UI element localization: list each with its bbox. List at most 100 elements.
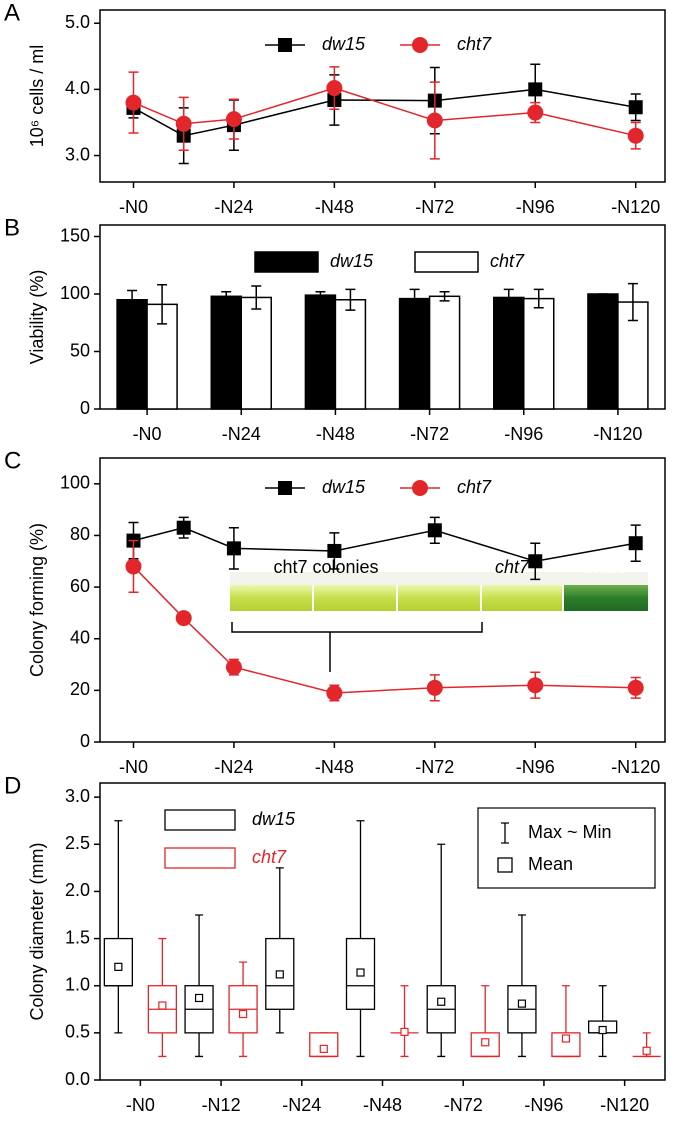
legend-label: cht7	[457, 34, 492, 54]
bar	[523, 297, 555, 410]
y-tick-label: 4.0	[65, 78, 90, 98]
panel-letter: D	[4, 772, 21, 799]
bar	[587, 293, 619, 410]
legend-label: dw15	[330, 251, 374, 271]
inset-label: cht7 colonies	[273, 557, 378, 577]
marker	[426, 679, 443, 696]
marker	[278, 481, 292, 495]
mean	[561, 1034, 571, 1043]
x-tick-label: -N120	[611, 757, 660, 777]
plot-frame	[99, 9, 666, 183]
y-tick-label: 3.0	[65, 786, 90, 806]
mean	[275, 970, 284, 979]
error-bar	[439, 290, 450, 302]
panel-letter: B	[4, 214, 20, 241]
marker	[175, 610, 192, 627]
marker	[527, 677, 544, 694]
marker	[627, 679, 644, 696]
y-tick-label: 0.5	[65, 1022, 90, 1042]
colony-plate	[314, 585, 396, 611]
legend-label: dw15	[322, 477, 366, 497]
legend-label: dw15	[322, 34, 366, 54]
marker	[628, 100, 643, 115]
error-bar	[627, 282, 638, 322]
x-tick-label: -N72	[415, 757, 454, 777]
y-tick-label: 100	[60, 283, 90, 303]
bar	[398, 297, 431, 410]
marker	[125, 94, 142, 111]
bar	[428, 295, 461, 410]
error-bar	[345, 288, 356, 311]
stat-legend-label: Mean	[528, 854, 573, 874]
x-tick-label: -N96	[516, 757, 555, 777]
mean	[642, 1046, 651, 1055]
whisker	[400, 985, 409, 1058]
stat-legend-frame	[477, 807, 656, 889]
legend-label: cht7	[457, 477, 492, 497]
bar	[116, 299, 148, 410]
mean	[238, 1009, 248, 1019]
mean	[356, 968, 365, 977]
marker	[528, 82, 543, 97]
mean	[437, 997, 446, 1006]
y-tick-label: 0	[80, 731, 90, 751]
plot-frame	[99, 457, 666, 743]
error-bar	[157, 284, 168, 325]
x-tick-label: -N24	[214, 197, 253, 217]
x-tick-label: -N120	[611, 197, 660, 217]
marker	[225, 659, 242, 676]
y-tick-label: 1.5	[65, 927, 90, 947]
x-tick-label: -N24	[222, 424, 261, 444]
box	[103, 937, 134, 987]
line	[133, 87, 636, 137]
y-tick-label: 80	[70, 524, 90, 544]
colony-plate	[230, 585, 312, 611]
marker	[628, 536, 643, 551]
colony-plate	[564, 585, 648, 611]
y-axis-label: Viability (%)	[27, 270, 47, 365]
error-bar	[503, 288, 514, 307]
marker	[527, 104, 544, 121]
plot-frame	[99, 224, 666, 410]
inset-bg	[230, 572, 648, 585]
x-tick-label: -N0	[126, 1095, 155, 1115]
mean	[194, 993, 204, 1003]
marker	[528, 554, 543, 569]
y-tick-label: 0.0	[65, 1069, 90, 1089]
y-tick-label: 0	[80, 398, 90, 418]
y-tick-label: 1.0	[65, 974, 90, 994]
x-tick-label: -N24	[214, 757, 253, 777]
marker	[175, 115, 192, 132]
legend-label: cht7	[490, 251, 525, 271]
legend-label: cht7	[252, 847, 287, 867]
x-tick-label: -N0	[119, 197, 148, 217]
marker	[426, 112, 443, 129]
marker	[427, 523, 442, 538]
marker	[176, 520, 191, 535]
legend-swatch	[164, 847, 236, 869]
legend-swatch	[254, 251, 319, 273]
x-tick-label: -N72	[415, 197, 454, 217]
x-tick-label: -N96	[524, 1095, 563, 1115]
whisker	[114, 820, 123, 1034]
y-tick-label: 60	[70, 576, 90, 596]
y-axis-label: Colony diameter (mm)	[27, 842, 47, 1020]
legend-label: dw15	[252, 809, 296, 829]
marker	[326, 80, 343, 97]
marker	[412, 480, 428, 496]
x-tick-label: -N48	[316, 424, 355, 444]
panel-letter: C	[4, 447, 21, 474]
bracket	[231, 622, 483, 672]
x-tick-label: -N0	[133, 424, 162, 444]
error-bar	[409, 288, 420, 309]
error-bar	[251, 285, 262, 310]
bar	[334, 299, 367, 410]
y-tick-label: 3.0	[65, 144, 90, 164]
x-tick-label: -N72	[410, 424, 449, 444]
marker	[327, 543, 342, 558]
y-tick-label: 5.0	[65, 12, 90, 32]
x-tick-label: -N0	[119, 757, 148, 777]
x-tick-label: -N48	[315, 197, 354, 217]
error-bar	[127, 289, 138, 310]
